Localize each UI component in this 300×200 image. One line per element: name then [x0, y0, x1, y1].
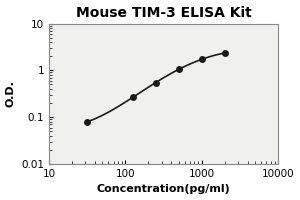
- Point: [199, 58, 204, 61]
- Title: Mouse TIM-3 ELISA Kit: Mouse TIM-3 ELISA Kit: [76, 6, 251, 20]
- Point: [130, 96, 135, 99]
- Point: [176, 68, 181, 71]
- Point: [222, 51, 227, 55]
- X-axis label: Concentration(pg/ml): Concentration(pg/ml): [97, 184, 230, 194]
- Point: [153, 81, 158, 84]
- Y-axis label: O.D.: O.D.: [6, 80, 16, 107]
- Point: [84, 120, 89, 124]
